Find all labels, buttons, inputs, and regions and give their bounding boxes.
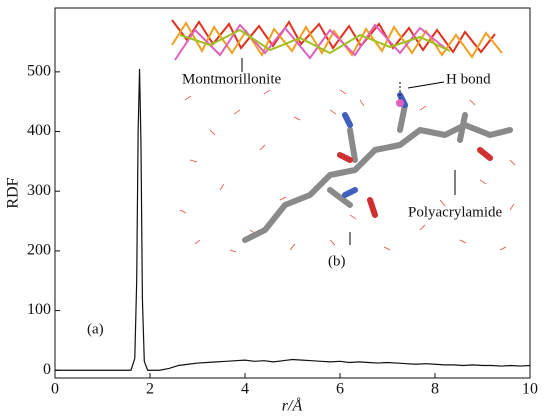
- annotation: Polyacrylamide: [408, 204, 502, 220]
- x-tick-label: 0: [51, 381, 59, 398]
- annotation: H bond: [446, 71, 491, 87]
- y-tick-label: 400: [27, 122, 51, 139]
- annotation: (a): [87, 321, 104, 337]
- x-tick-label: 8: [431, 381, 439, 398]
- annotation: (b): [328, 253, 346, 269]
- rdf-line: [55, 68, 531, 371]
- x-tick-label: 2: [146, 381, 154, 398]
- y-axis-label: RDF: [5, 177, 22, 208]
- y-tick-label: 0: [43, 361, 51, 378]
- y-tick-label: 500: [27, 63, 51, 80]
- y-tick-label: 200: [27, 242, 51, 259]
- x-tick-label: 10: [522, 381, 538, 398]
- plot-frame: [54, 7, 531, 379]
- y-tick-label: 300: [27, 182, 51, 199]
- x-axis-label: r/Å: [282, 397, 303, 415]
- annotation: Montmorillonite: [182, 71, 282, 87]
- x-tick-label: 4: [241, 381, 249, 398]
- x-tick-label: 6: [336, 381, 344, 398]
- y-tick-label: 100: [27, 301, 51, 318]
- inset-molecule: [171, 19, 516, 253]
